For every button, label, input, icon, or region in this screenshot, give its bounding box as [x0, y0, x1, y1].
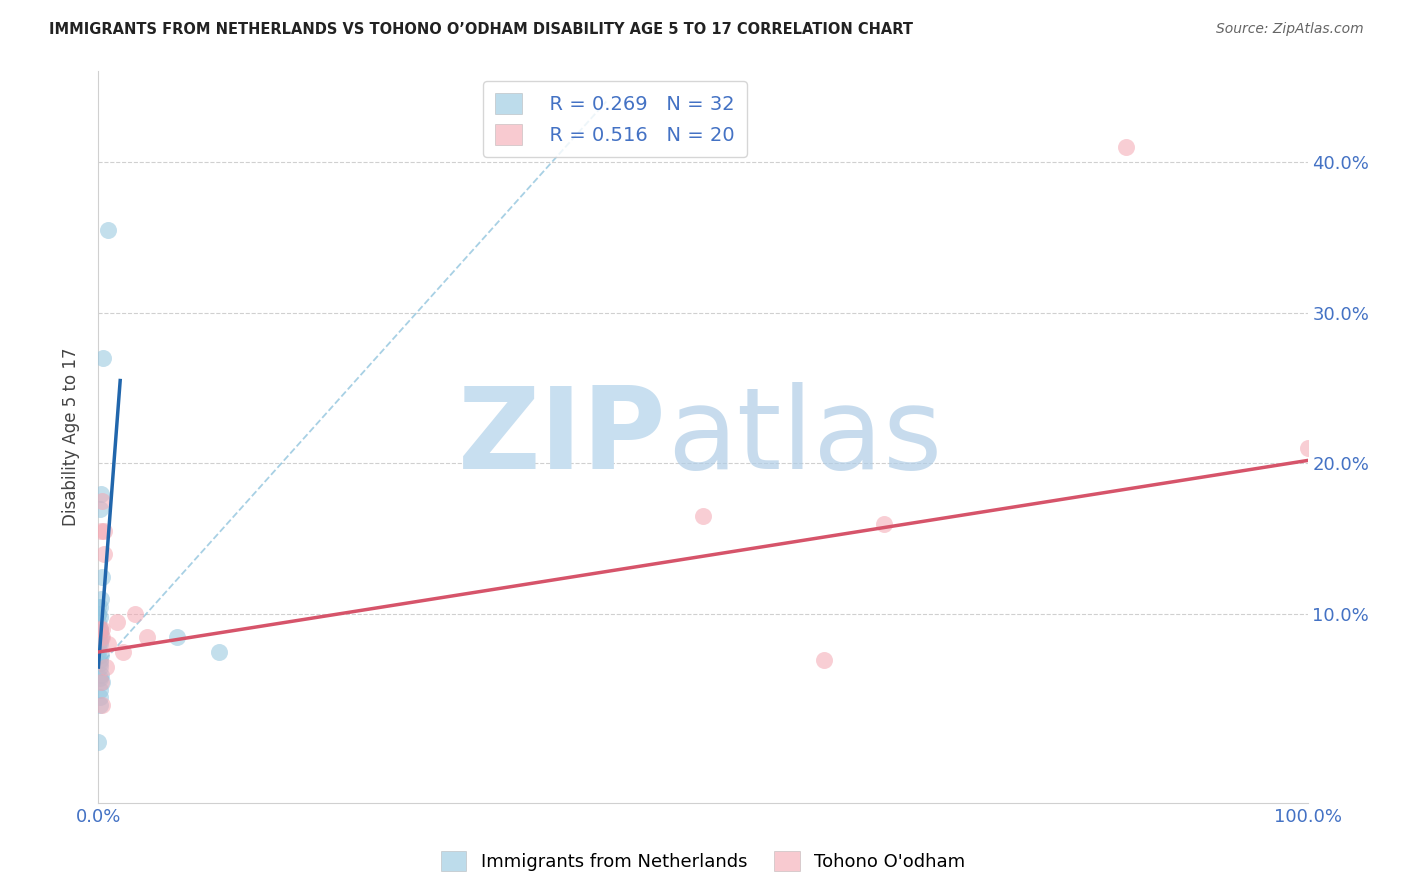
Point: [89, 610, 111, 624]
Point: [91, 698, 114, 712]
Point: [93, 547, 115, 561]
Point: [89, 637, 111, 651]
Point: [90, 592, 112, 607]
Point: [94, 660, 117, 674]
Point: [89, 634, 111, 648]
Point: [87, 640, 110, 655]
Point: [90, 524, 112, 539]
Point: [91, 351, 114, 365]
Point: [89, 698, 111, 712]
Point: [135, 630, 157, 644]
Point: [97, 223, 120, 237]
Text: Source: ZipAtlas.com: Source: ZipAtlas.com: [1216, 22, 1364, 37]
Point: [1115, 140, 1137, 154]
Point: [91, 494, 114, 508]
Point: [89, 623, 111, 637]
Point: [89, 625, 111, 640]
Point: [89, 690, 111, 705]
Point: [873, 516, 896, 531]
Point: [87, 607, 110, 622]
Point: [91, 675, 114, 690]
Point: [111, 645, 134, 659]
Point: [89, 599, 111, 614]
Point: [89, 623, 111, 637]
Point: [105, 615, 128, 629]
Point: [87, 615, 110, 629]
Legend:   R = 0.269   N = 32,   R = 0.516   N = 20: R = 0.269 N = 32, R = 0.516 N = 20: [484, 81, 747, 156]
Legend: Immigrants from Netherlands, Tohono O'odham: Immigrants from Netherlands, Tohono O'od…: [433, 844, 973, 879]
Point: [91, 569, 114, 583]
Point: [90, 648, 112, 662]
Point: [90, 675, 112, 690]
Point: [87, 645, 110, 659]
Point: [89, 671, 111, 685]
Text: IMMIGRANTS FROM NETHERLANDS VS TOHONO O’ODHAM DISABILITY AGE 5 TO 17 CORRELATION: IMMIGRANTS FROM NETHERLANDS VS TOHONO O’…: [49, 22, 914, 37]
Point: [89, 682, 111, 697]
Point: [89, 501, 111, 516]
Y-axis label: Disability Age 5 to 17: Disability Age 5 to 17: [62, 348, 80, 526]
Point: [97, 637, 120, 651]
Point: [90, 667, 112, 681]
Point: [87, 735, 110, 749]
Point: [91, 623, 114, 637]
Point: [91, 630, 114, 644]
Point: [813, 652, 835, 666]
Point: [93, 524, 115, 539]
Text: ZIP: ZIP: [458, 382, 666, 492]
Point: [124, 607, 146, 622]
Point: [90, 486, 112, 500]
Text: atlas: atlas: [666, 382, 942, 492]
Point: [208, 645, 231, 659]
Point: [166, 630, 188, 644]
Point: [87, 599, 110, 614]
Point: [87, 607, 110, 622]
Point: [89, 660, 111, 674]
Point: [89, 656, 111, 670]
Point: [89, 652, 111, 666]
Point: [692, 509, 714, 524]
Point: [1296, 442, 1319, 456]
Point: [90, 630, 112, 644]
